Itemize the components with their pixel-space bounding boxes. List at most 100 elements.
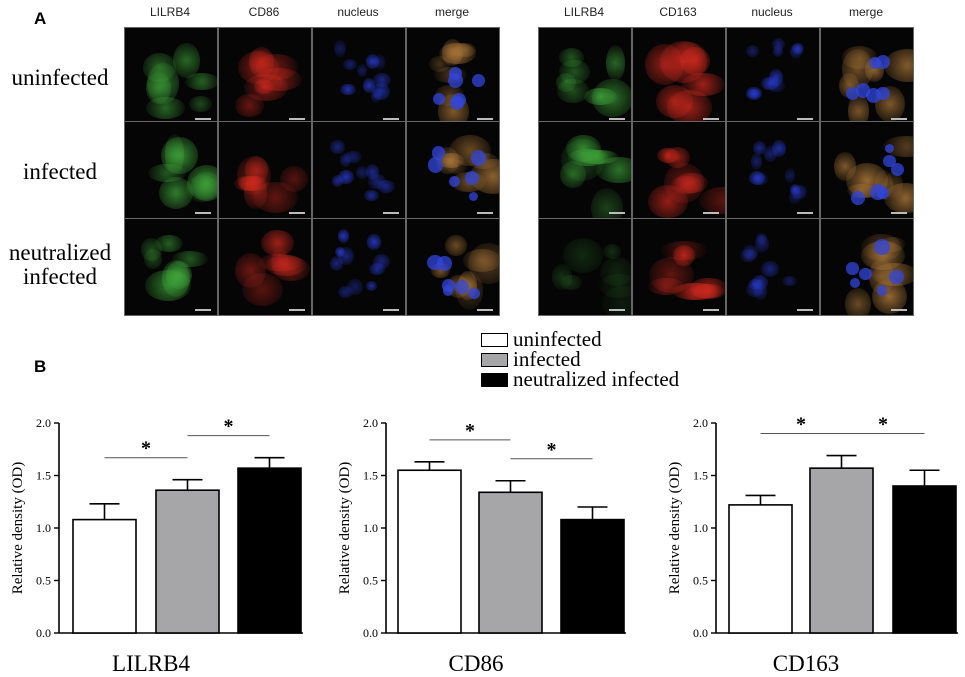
bar-cd163-neutralized-infected	[892, 485, 957, 634]
significance-star-cd86: *	[465, 420, 475, 442]
micrograph-lilrb4-uninfected-g1	[124, 27, 218, 125]
scale-bar	[797, 309, 813, 311]
row-label-infected: infected	[22, 159, 98, 184]
chart-title-cd163: CD163	[773, 651, 839, 676]
micrograph-lilrb4-neutralized-infected-g2	[538, 218, 632, 316]
cell-blob	[155, 235, 183, 253]
cell-blob	[445, 234, 467, 256]
nucleus-blob	[437, 256, 452, 271]
legend-swatch-neutralized-infected	[481, 373, 508, 387]
cell-blob	[165, 134, 184, 175]
significance-star-lilrb4: *	[224, 416, 234, 438]
bar-lilrb4-neutralized-infected	[237, 467, 302, 634]
nucleus-blob	[870, 184, 886, 201]
micrograph-cd86-infected-g1	[218, 121, 312, 219]
y-tick-label-cd163: 0.5	[693, 574, 708, 588]
nucleus-blob	[869, 57, 882, 70]
scale-bar	[477, 309, 493, 311]
cell-blob	[355, 166, 369, 179]
cell-blob	[330, 255, 343, 271]
nucleus-blob	[866, 87, 882, 103]
nucleus-blob	[470, 150, 487, 167]
cell-blob	[745, 45, 759, 58]
legend-label-uninfected: uninfected	[513, 327, 602, 351]
cell-blob	[339, 83, 356, 96]
cell-blob	[261, 230, 295, 257]
bar-lilrb4-infected	[155, 489, 220, 634]
bar-cd86-neutralized-infected	[560, 518, 625, 634]
column-header-nucleus-g2: nucleus	[751, 5, 793, 19]
cell-blob	[188, 96, 212, 112]
cell-blob	[560, 275, 582, 290]
legend-label-infected: infected	[513, 347, 581, 371]
scale-bar	[891, 118, 907, 120]
cell-blob	[368, 263, 386, 275]
micrograph-nucleus-neutralized-infected-g2	[726, 218, 820, 316]
y-tick-label-cd86: 0.0	[363, 626, 378, 640]
y-tick-label-lilrb4: 0.0	[36, 626, 51, 640]
chart-title-lilrb4: LILRB4	[112, 651, 190, 676]
cell-blob	[344, 151, 363, 164]
cell-blob	[258, 254, 303, 272]
significance-star-lilrb4: *	[141, 438, 151, 460]
cell-blob	[372, 73, 391, 87]
micrograph-nucleus-uninfected-g1	[312, 27, 406, 125]
micrograph-cd163-infected-g2	[632, 121, 726, 219]
cell-blob	[845, 288, 871, 315]
scale-bar	[195, 118, 211, 120]
cell-blob	[753, 173, 769, 185]
cell-blob	[789, 184, 801, 196]
y-tick-label-cd86: 1.0	[363, 521, 378, 535]
cell-blob	[372, 82, 391, 101]
significance-star-cd163: *	[878, 414, 888, 436]
y-tick-label-lilrb4: 0.5	[36, 574, 51, 588]
column-header-cd86-g1: CD86	[248, 5, 280, 19]
nucleus-blob	[855, 83, 871, 99]
cell-blob	[754, 235, 769, 254]
bar-cd86-infected	[478, 491, 543, 634]
cell-blob	[146, 97, 185, 119]
cell-blob	[773, 45, 784, 57]
scale-bar	[891, 309, 907, 311]
cell-blob	[599, 256, 631, 287]
cell-blob	[191, 171, 217, 199]
cell-blob	[659, 41, 707, 83]
cell-blob	[367, 234, 381, 250]
panel-a-letter: A	[34, 9, 47, 28]
cell-blob	[772, 140, 786, 158]
cell-blob	[673, 244, 696, 266]
cell-blob	[560, 161, 587, 188]
nucleus-blob	[431, 146, 446, 160]
column-header-cd163-g2: CD163	[659, 5, 697, 19]
nucleus-blob	[468, 288, 480, 300]
cell-blob	[363, 77, 375, 94]
cell-blob	[280, 166, 309, 192]
y-tick-label-cd163: 1.5	[693, 469, 708, 483]
nucleus-blob	[846, 262, 859, 275]
cell-blob	[173, 42, 200, 79]
micrograph-merge-infected-g2	[820, 121, 914, 219]
chart-title-cd86: CD86	[449, 651, 504, 676]
row-label-uninfected: uninfected	[11, 65, 109, 90]
nucleus-blob	[449, 96, 464, 111]
cell-blob	[556, 73, 577, 92]
nucleus-blob	[874, 239, 890, 255]
cell-blob	[255, 53, 299, 81]
cell-blob	[792, 42, 805, 55]
cell-blob	[264, 254, 307, 277]
cell-blob	[377, 180, 395, 194]
cell-blob	[374, 53, 386, 71]
nucleus-blob	[845, 86, 859, 100]
scale-bar	[383, 118, 399, 120]
cell-blob	[742, 245, 759, 261]
scale-bar	[289, 309, 305, 311]
column-header-merge-g1: merge	[434, 5, 469, 19]
scale-bar	[797, 118, 813, 120]
significance-star-cd86: *	[547, 439, 557, 461]
significance-star-cd163: *	[796, 414, 806, 436]
scale-bar	[477, 212, 493, 214]
nucleus-blob	[889, 269, 904, 285]
cell-blob	[366, 281, 378, 292]
scale-bar	[609, 309, 625, 311]
scale-bar	[609, 212, 625, 214]
